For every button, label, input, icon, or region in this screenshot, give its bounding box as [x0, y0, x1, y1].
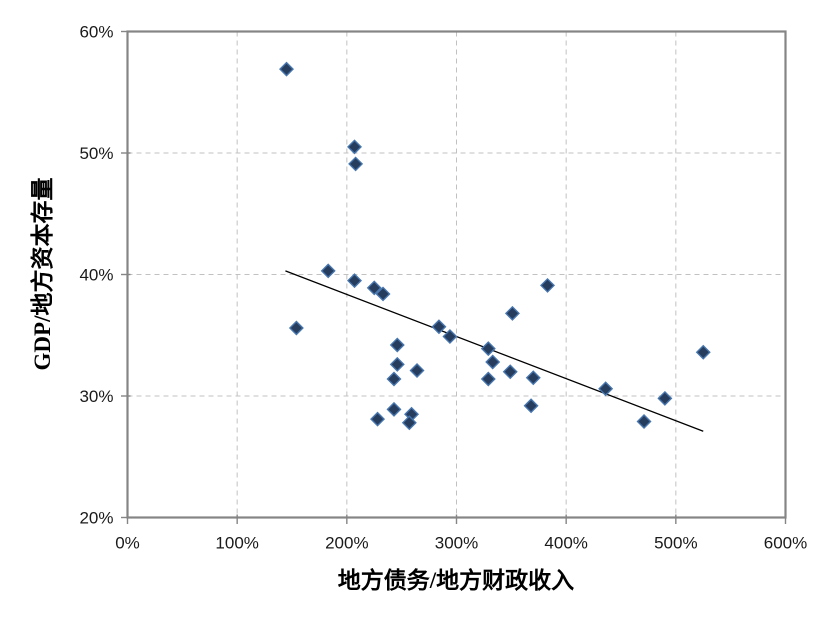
data-point: [389, 337, 405, 353]
data-point: [442, 328, 458, 344]
data-point: [370, 411, 386, 427]
data-point: [288, 320, 304, 336]
data-point: [375, 286, 391, 302]
data-point: [636, 414, 652, 430]
data-point: [502, 364, 518, 380]
x-tick-label: 600%: [764, 534, 807, 553]
data-point: [386, 401, 402, 417]
y-tick-label: 50%: [79, 144, 113, 163]
gridlines: [127, 31, 786, 518]
y-axis-title: GDP/地方资本存量: [29, 178, 55, 371]
y-tick-label: 30%: [79, 387, 113, 406]
x-tick-label: 100%: [215, 534, 258, 553]
data-point: [320, 263, 336, 279]
y-tick-labels: 20% 30% 40% 50% 60%: [79, 23, 113, 528]
data-point: [409, 362, 425, 378]
y-tick-label: 60%: [79, 23, 113, 42]
y-tick-label: 40%: [79, 266, 113, 285]
data-point: [347, 273, 362, 289]
data-point: [366, 280, 382, 296]
data-point: [598, 381, 614, 397]
x-tick-label: 500%: [654, 534, 697, 553]
axes: [121, 30, 787, 524]
x-tick-label: 400%: [544, 534, 587, 553]
data-point: [389, 356, 405, 372]
data-point: [485, 354, 501, 370]
x-axis-title: 地方债务/地方财政收入: [338, 567, 574, 593]
data-point: [540, 277, 556, 293]
x-tick-labels: 0% 100% 200% 300% 400% 500% 600%: [115, 534, 807, 553]
x-tick-label: 0%: [115, 534, 140, 553]
data-point: [525, 370, 541, 386]
trendline-layer: [285, 270, 704, 432]
data-point: [480, 341, 496, 357]
data-point: [523, 398, 539, 414]
data-point: [695, 344, 711, 360]
data-point: [386, 371, 402, 387]
x-tick-label: 300%: [435, 534, 478, 553]
data-point: [504, 305, 520, 321]
x-tick-label: 200%: [325, 534, 368, 553]
data-point: [348, 156, 364, 172]
data-point: [347, 139, 362, 155]
data-points-layer: [279, 61, 711, 431]
data-point: [279, 61, 295, 77]
y-tick-label: 20%: [79, 509, 113, 528]
data-point: [480, 371, 496, 387]
data-point: [657, 390, 673, 406]
data-point: [401, 415, 417, 431]
trendline: [285, 270, 704, 432]
data-point: [431, 319, 447, 335]
